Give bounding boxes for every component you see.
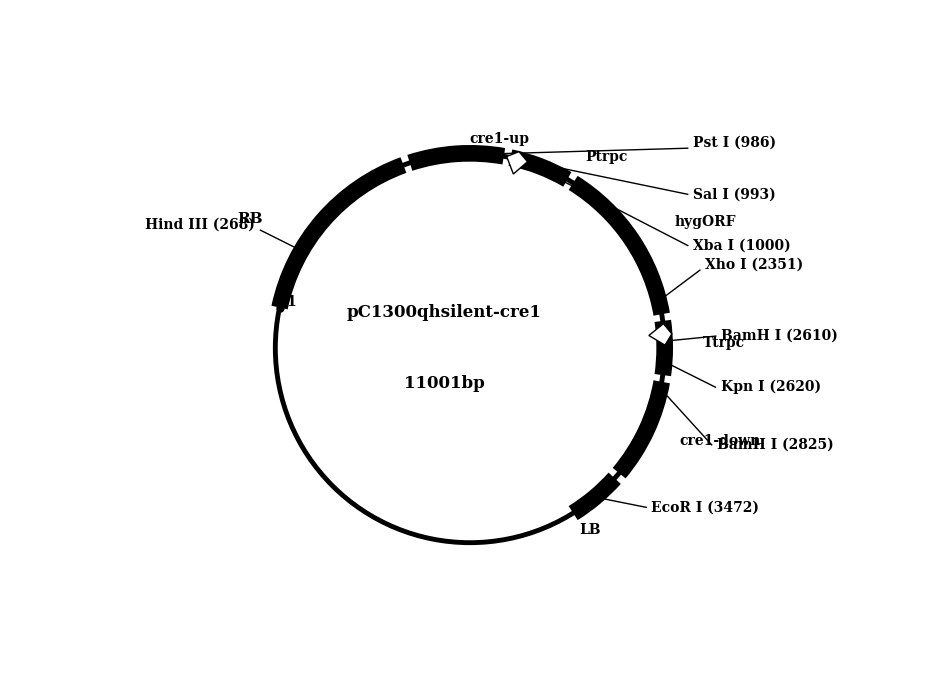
- Polygon shape: [649, 324, 672, 345]
- Text: Ptrpc: Ptrpc: [586, 150, 628, 164]
- Text: cre1-up: cre1-up: [470, 132, 530, 146]
- Text: LB: LB: [579, 523, 601, 537]
- Text: Ttrpc: Ttrpc: [703, 336, 745, 350]
- Text: Hind III (268): Hind III (268): [146, 218, 256, 232]
- Text: EcoR I (3472): EcoR I (3472): [651, 500, 760, 514]
- Text: 11001bp: 11001bp: [404, 375, 485, 393]
- Text: hygORF: hygORF: [675, 216, 736, 230]
- Polygon shape: [507, 152, 527, 174]
- Text: cre1-down: cre1-down: [680, 434, 760, 448]
- Text: Pst I (986): Pst I (986): [693, 136, 776, 150]
- Text: 1: 1: [286, 294, 296, 308]
- Text: RB: RB: [238, 212, 263, 226]
- Text: BamH I (2610): BamH I (2610): [721, 329, 838, 343]
- Text: BamH I (2825): BamH I (2825): [717, 438, 834, 452]
- Text: Sal I (993): Sal I (993): [693, 187, 776, 201]
- Text: Xho I (2351): Xho I (2351): [705, 258, 804, 272]
- Text: pC1300qhsilent-cre1: pC1300qhsilent-cre1: [347, 303, 541, 321]
- Text: Xba I (1000): Xba I (1000): [693, 239, 791, 253]
- Text: Kpn I (2620): Kpn I (2620): [721, 380, 821, 395]
